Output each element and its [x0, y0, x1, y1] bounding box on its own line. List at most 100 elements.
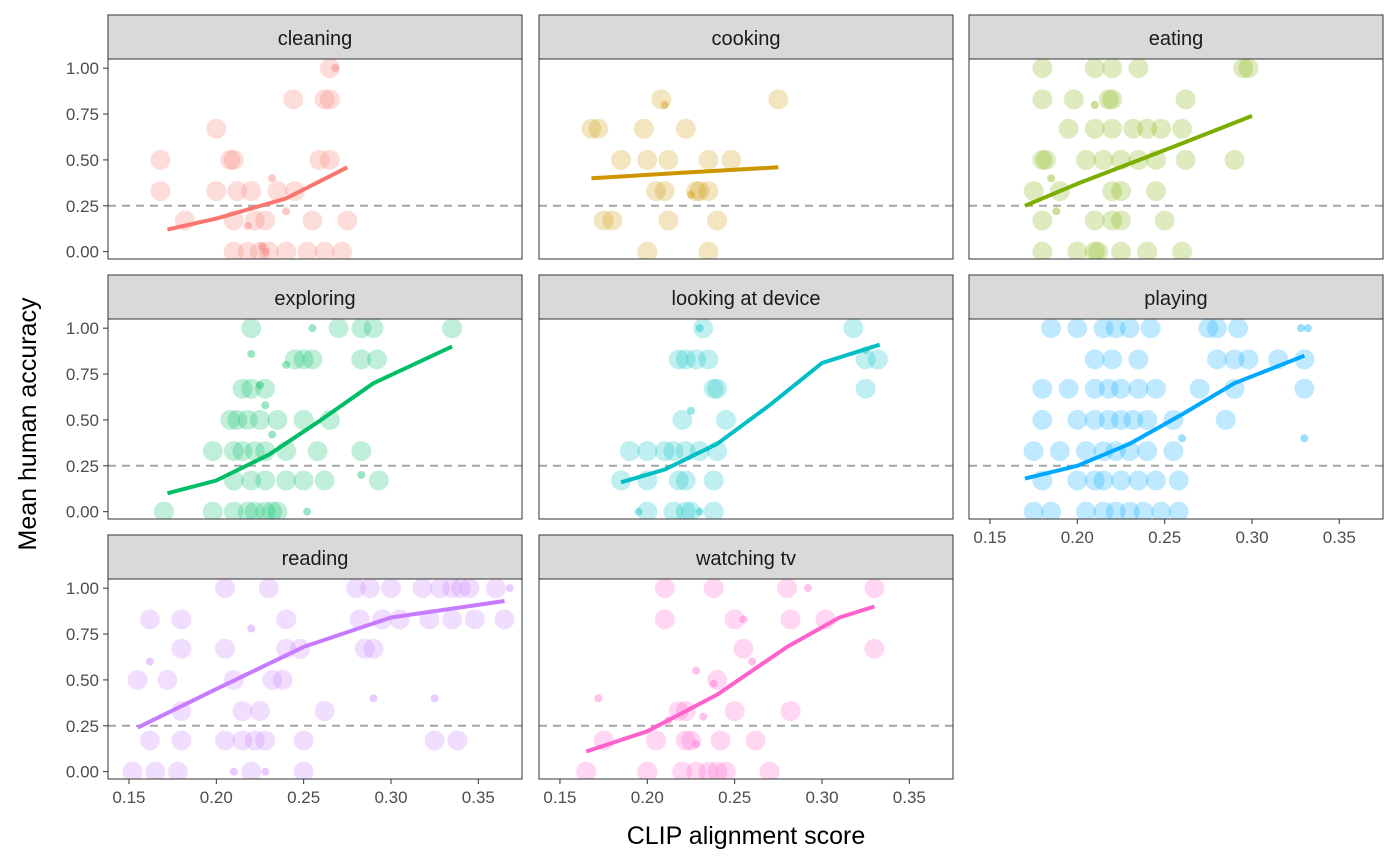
panel-strip	[968, 14, 1384, 60]
data-point	[258, 241, 279, 259]
x-tick-label: 0.15	[973, 528, 1006, 547]
data-point	[247, 349, 256, 358]
data-point	[171, 609, 192, 630]
panel-title: reading	[282, 548, 349, 570]
data-point	[1145, 181, 1166, 202]
data-point	[223, 241, 244, 259]
data-point	[241, 470, 262, 491]
data-point	[593, 210, 614, 231]
data-point	[1058, 118, 1079, 139]
data-point	[412, 579, 433, 599]
data-point	[255, 210, 276, 231]
panel-strip	[538, 534, 954, 580]
data-point	[1151, 118, 1172, 139]
x-tick-label: 0.30	[805, 788, 838, 807]
data-point	[268, 430, 277, 439]
x-axis-title: CLIP alignment score	[627, 822, 866, 850]
data-point	[1110, 470, 1131, 491]
data-point	[357, 470, 366, 479]
data-point	[1178, 434, 1187, 443]
data-point	[249, 241, 270, 259]
data-point	[309, 149, 330, 170]
data-point	[293, 761, 314, 779]
data-point	[351, 319, 372, 339]
data-point	[698, 241, 719, 259]
panel-grid: cleaning 0.00 0.25 0.50 0.75 1.00 cooking eatin…	[66, 14, 1384, 807]
data-point	[303, 507, 312, 516]
data-point	[220, 409, 241, 430]
data-point	[282, 360, 291, 369]
data-point	[328, 319, 349, 339]
data-point	[1102, 181, 1123, 202]
data-point	[637, 149, 658, 170]
data-point	[668, 349, 689, 370]
data-point	[663, 441, 684, 462]
y-tick-label: 0.00	[66, 763, 99, 782]
data-point	[244, 210, 265, 231]
data-point	[244, 441, 265, 462]
data-point	[1224, 349, 1245, 370]
data-point	[780, 609, 801, 630]
data-point	[843, 319, 864, 339]
data-point	[1189, 378, 1210, 399]
fit-line	[591, 165, 779, 181]
data-point	[1098, 89, 1119, 110]
data-point	[429, 579, 450, 599]
data-point	[314, 470, 335, 491]
data-point	[293, 470, 314, 491]
data-point	[745, 730, 766, 751]
data-point	[1172, 241, 1193, 259]
data-point	[261, 401, 270, 410]
data-point	[654, 609, 675, 630]
panel-border	[538, 58, 954, 260]
data-point	[308, 324, 317, 333]
data-point	[698, 181, 719, 202]
data-point	[637, 241, 658, 259]
plot-area	[539, 579, 953, 779]
panel-strip	[538, 14, 954, 60]
plot-area	[539, 89, 953, 259]
x-tick-label: 0.15	[112, 788, 145, 807]
data-point	[1172, 118, 1193, 139]
y-tick-label: 0.75	[66, 625, 99, 644]
data-point	[346, 579, 367, 599]
data-point	[748, 657, 757, 666]
y-tick-label: 0.25	[66, 197, 99, 216]
panel-border	[968, 58, 1384, 260]
data-point	[707, 210, 728, 231]
data-point	[1067, 409, 1088, 430]
data-point	[759, 761, 780, 779]
data-point	[588, 118, 609, 139]
data-point	[1137, 409, 1158, 430]
data-point	[663, 501, 684, 519]
data-point	[658, 210, 679, 231]
data-point	[1175, 149, 1196, 170]
panel-watching-tv: watching tv 0.15 0.20 0.25 0.30 0.35	[538, 534, 954, 807]
data-point	[1128, 378, 1149, 399]
data-point	[1294, 349, 1315, 370]
panel-strip	[538, 274, 954, 320]
data-point	[255, 730, 276, 751]
data-point	[1168, 501, 1189, 519]
data-point	[464, 609, 485, 630]
data-point	[380, 579, 401, 599]
data-point	[1102, 89, 1123, 110]
data-point	[1032, 59, 1053, 79]
data-point	[354, 638, 375, 659]
data-point	[255, 378, 276, 399]
panel-strip	[968, 274, 1384, 320]
data-point	[1102, 210, 1123, 231]
data-point	[680, 501, 701, 519]
data-point	[581, 118, 602, 139]
data-point	[368, 470, 389, 491]
data-point	[724, 609, 745, 630]
data-point	[804, 584, 813, 593]
data-point	[1063, 89, 1084, 110]
data-point	[1110, 210, 1131, 231]
data-point	[206, 118, 227, 139]
data-point	[1052, 207, 1061, 216]
panel-border	[107, 58, 523, 260]
data-point	[1198, 319, 1219, 339]
data-point	[122, 761, 143, 779]
data-point	[686, 181, 707, 202]
